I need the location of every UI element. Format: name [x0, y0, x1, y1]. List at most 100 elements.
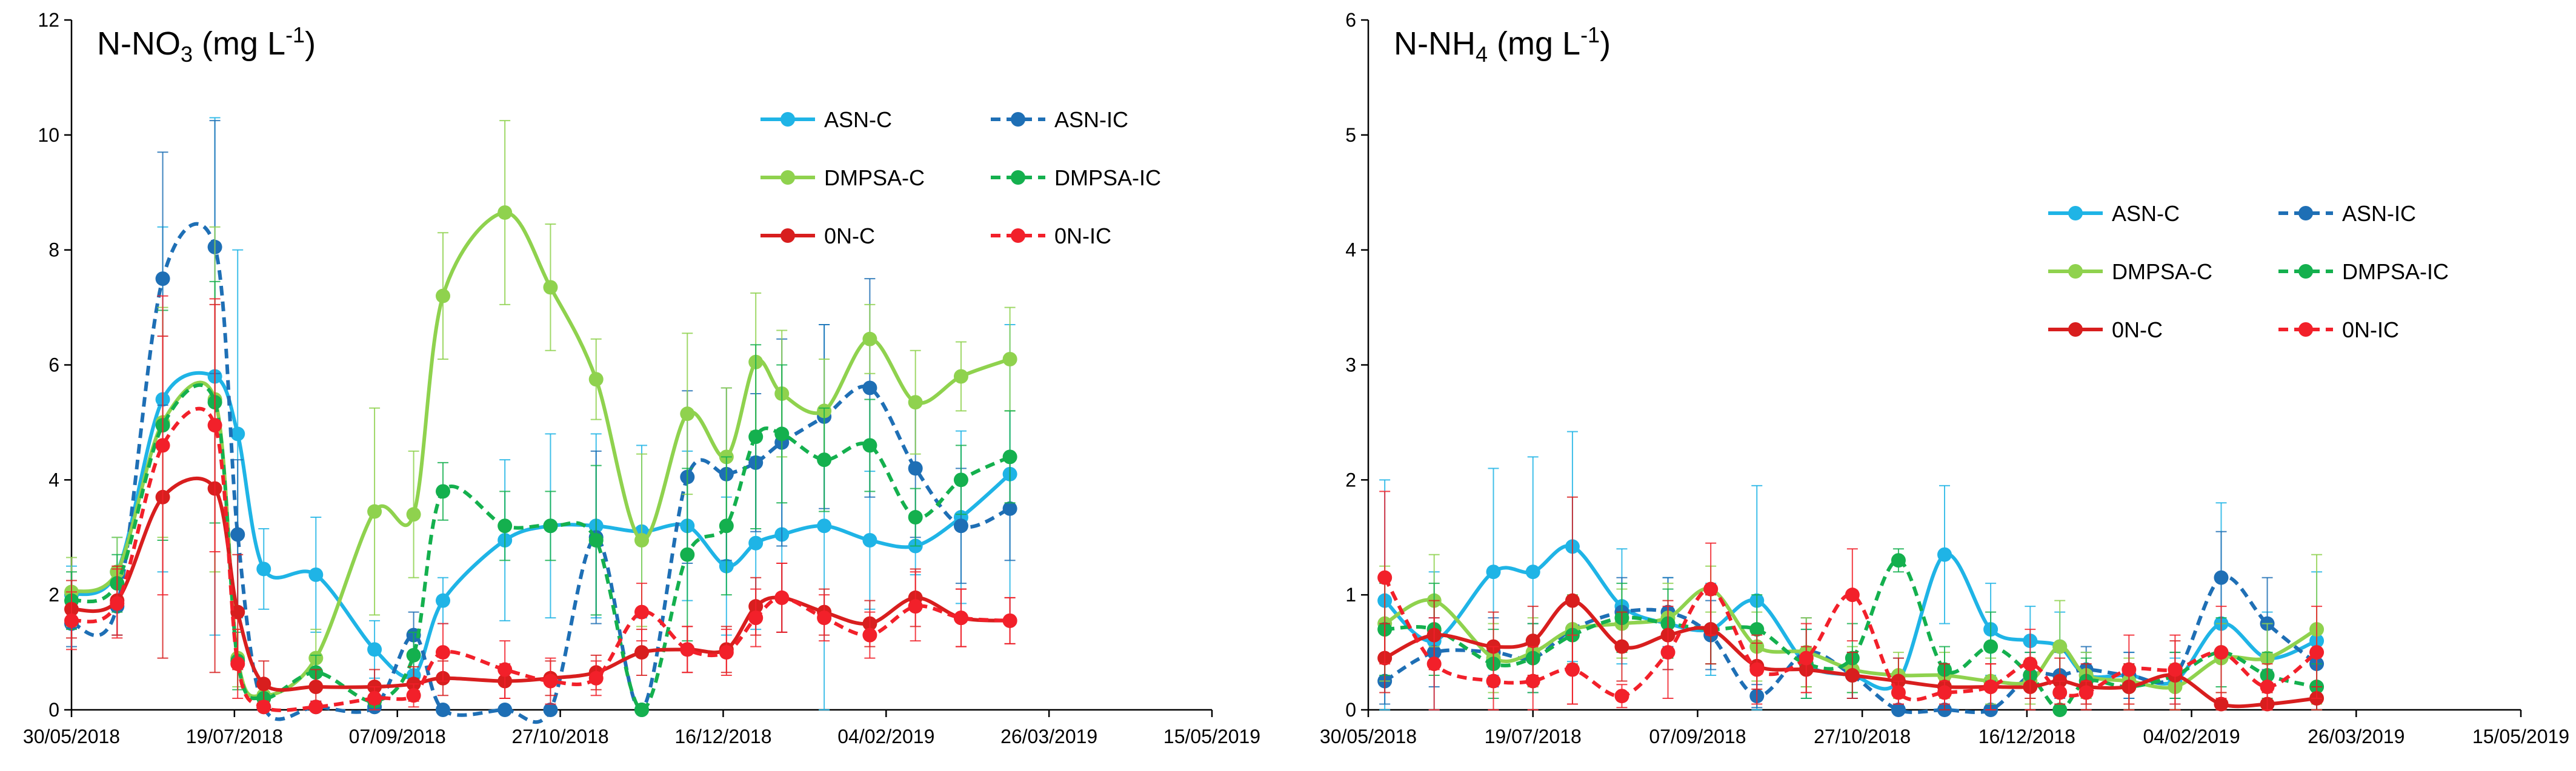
legend-item: 0N-C	[760, 223, 875, 248]
y-tick-label: 10	[38, 124, 59, 146]
data-point	[588, 372, 604, 387]
legend-label: ASN-C	[824, 107, 892, 132]
y-tick-label: 2	[48, 584, 59, 606]
data-point	[748, 535, 764, 551]
title-main: N-NH	[1394, 25, 1476, 62]
legend-item: DMPSA-C	[2048, 259, 2212, 284]
legend-marker	[2298, 322, 2313, 337]
x-tick-label: 07/09/2018	[1649, 726, 1746, 747]
data-point	[1845, 668, 1860, 683]
data-point	[406, 507, 421, 522]
chart-n-nh4: 0 1 2 3 4 5 6 30/05/2018 19/07/2018 07/09/2018 27/…	[1320, 9, 2569, 747]
data-point	[1426, 657, 1442, 672]
data-point	[1614, 639, 1629, 654]
data-point	[1525, 564, 1540, 580]
series-0n-ic	[1377, 491, 2325, 710]
data-point	[680, 547, 695, 562]
data-point	[634, 703, 649, 717]
legend-label: 0N-IC	[2342, 317, 2399, 342]
data-point	[953, 369, 968, 384]
data-point	[1891, 685, 1906, 700]
y-tick-label: 0	[1345, 699, 1356, 721]
data-point	[1983, 680, 1999, 695]
legend-item: ASN-IC	[991, 107, 1128, 132]
data-point	[817, 611, 832, 626]
data-point	[2214, 645, 2229, 660]
data-point	[435, 484, 450, 499]
data-point	[207, 418, 222, 433]
data-point	[719, 518, 734, 534]
data-point	[367, 642, 382, 657]
data-point	[634, 645, 649, 660]
legend-marker	[2068, 322, 2083, 337]
data-point	[406, 647, 421, 663]
y-tick-label: 5	[1345, 124, 1356, 146]
data-point	[588, 670, 604, 686]
data-point	[406, 688, 421, 703]
data-point	[543, 703, 558, 717]
data-point	[908, 510, 923, 525]
x-tick-label: 27/10/2018	[511, 726, 608, 747]
legend-label: DMPSA-IC	[2342, 259, 2449, 284]
data-point	[719, 645, 734, 660]
data-point	[2078, 685, 2094, 700]
legend-marker	[780, 228, 795, 243]
data-point	[1983, 639, 1999, 654]
title-unit: (mg L	[193, 25, 285, 62]
legend-marker	[2068, 264, 2083, 279]
x-tick-label: 04/02/2019	[837, 726, 934, 747]
chart-title: N-NH4 (mg L-1)	[1394, 22, 1611, 67]
data-point	[1525, 634, 1540, 649]
data-point	[908, 599, 923, 614]
data-point	[908, 461, 923, 476]
x-tick-label: 16/12/2018	[1979, 726, 2075, 747]
data-point	[498, 703, 513, 717]
data-point	[435, 645, 450, 660]
data-point	[1749, 662, 1765, 677]
legend-label: ASN-IC	[2342, 201, 2416, 226]
data-point	[308, 680, 324, 695]
data-point	[1799, 650, 1814, 666]
data-point	[256, 677, 271, 692]
data-point	[1660, 645, 1676, 660]
data-point	[862, 380, 877, 395]
legend: ASN-C ASN-IC DMPSA-C DMPSA-IC 0N-C 0N-IC	[2048, 201, 2449, 342]
legend-item: 0N-IC	[991, 223, 1111, 248]
legend-item: 0N-C	[2048, 317, 2163, 342]
data-point	[817, 518, 832, 534]
series-line	[1383, 577, 2318, 702]
data-point	[543, 673, 558, 689]
data-point	[953, 518, 968, 534]
data-point	[862, 438, 877, 453]
data-point	[2214, 697, 2229, 712]
legend-label: 0N-IC	[1054, 223, 1111, 248]
data-point	[230, 604, 245, 620]
data-point	[367, 504, 382, 519]
legend-label: DMPSA-C	[824, 165, 925, 190]
data-point	[2052, 685, 2068, 700]
legend-label: DMPSA-IC	[1054, 165, 1161, 190]
legend-marker	[780, 170, 795, 185]
title-subscript: 3	[181, 42, 193, 67]
legend-label: 0N-C	[2112, 317, 2163, 342]
x-tick-label: 27/10/2018	[1814, 726, 1911, 747]
legend-marker	[1011, 170, 1025, 185]
data-point	[64, 613, 79, 628]
data-point	[1002, 613, 1017, 628]
data-point	[230, 657, 245, 672]
data-point	[634, 604, 649, 620]
legend-item: ASN-C	[760, 107, 892, 132]
data-point	[498, 518, 513, 534]
legend-item: ASN-C	[2048, 201, 2180, 226]
legend-item: 0N-IC	[2278, 317, 2399, 342]
data-point	[2023, 657, 2038, 672]
title-subscript: 4	[1476, 42, 1488, 67]
legend-marker	[1011, 228, 1025, 243]
y-tick-label: 0	[48, 699, 59, 721]
data-point	[2052, 639, 2068, 654]
chart-title: N-NO3 (mg L-1)	[97, 22, 316, 67]
data-point	[908, 395, 923, 410]
data-point	[2260, 680, 2275, 695]
x-tick-label: 15/05/2019	[1163, 726, 1260, 747]
data-point	[308, 700, 324, 715]
